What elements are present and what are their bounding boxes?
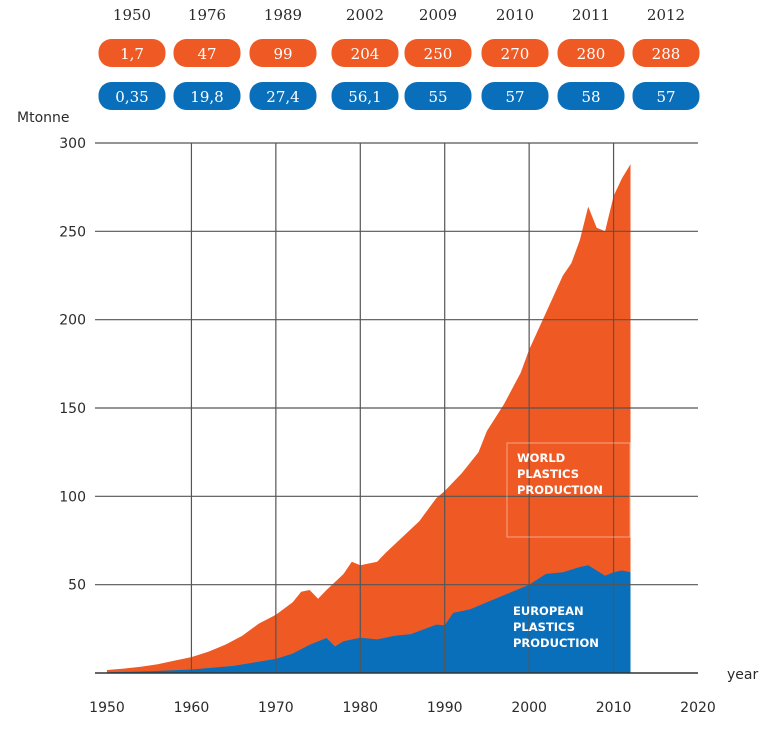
y-tick-label-150: 150 [59, 401, 86, 417]
header-year-2002: 2002 [346, 6, 384, 24]
world-value-label: 204 [351, 45, 380, 63]
y-tick-label-250: 250 [59, 224, 86, 240]
europe-value-label: 57 [656, 88, 675, 106]
europe-value-pill [249, 82, 317, 110]
x-tick-label-1990: 1990 [427, 700, 463, 716]
x-tick-label-1960: 1960 [174, 700, 210, 716]
europe-series-label-line-1: EUROPEAN [513, 604, 584, 618]
x-tick-label-1950: 1950 [89, 700, 125, 716]
header-year-1976: 1976 [188, 6, 226, 24]
header-year-2012: 2012 [647, 6, 685, 24]
europe-value-label: 27,4 [266, 88, 299, 106]
header-year-1950: 1950 [113, 6, 151, 24]
header-year-2011: 2011 [572, 6, 610, 24]
world-series-label-line-1: WORLD [517, 451, 565, 465]
europe-series-label-line-2: PLASTICS [513, 620, 575, 634]
world-series-label-line-2: PLASTICS [517, 467, 579, 481]
world-value-label: 288 [652, 45, 681, 63]
world-series-label-line-3: PRODUCTION [517, 483, 603, 497]
world-value-pill [249, 39, 317, 67]
world-value-label: 280 [577, 45, 606, 63]
europe-value-pill [404, 82, 472, 110]
world-value-label: 99 [273, 45, 292, 63]
header-year-1989: 1989 [264, 6, 302, 24]
europe-production-area [107, 565, 631, 673]
world-value-pill [557, 39, 625, 67]
y-tick-label-300: 300 [59, 136, 86, 152]
europe-value-label: 57 [505, 88, 524, 106]
world-value-pill [98, 39, 166, 67]
europe-value-pill [481, 82, 549, 110]
world-value-label: 250 [424, 45, 453, 63]
europe-value-pill [557, 82, 625, 110]
europe-value-pill [632, 82, 700, 110]
europe-value-pill [173, 82, 241, 110]
europe-value-pill [331, 82, 399, 110]
europe-series-label-line-3: PRODUCTION [513, 636, 599, 650]
europe-value-label: 56,1 [348, 88, 381, 106]
header-year-2010: 2010 [496, 6, 534, 24]
world-label-frame [506, 442, 631, 538]
europe-value-label: 55 [428, 88, 447, 106]
world-value-pill [404, 39, 472, 67]
x-tick-label-2020: 2020 [680, 700, 716, 716]
world-value-label: 47 [197, 45, 216, 63]
world-value-label: 270 [501, 45, 530, 63]
world-value-pill [632, 39, 700, 67]
y-tick-label-200: 200 [59, 313, 86, 329]
world-value-pill [331, 39, 399, 67]
europe-value-label: 58 [581, 88, 600, 106]
header-year-2009: 2009 [419, 6, 457, 24]
x-tick-label-2010: 2010 [596, 700, 632, 716]
x-tick-label-2000: 2000 [511, 700, 547, 716]
y-axis-title: Mtonne [17, 110, 70, 126]
x-tick-label-1980: 1980 [342, 700, 378, 716]
europe-value-label: 19,8 [190, 88, 223, 106]
y-tick-label-50: 50 [68, 578, 86, 594]
x-axis-title: year [727, 667, 758, 683]
europe-value-pill [98, 82, 166, 110]
world-value-pill [173, 39, 241, 67]
x-tick-label-1970: 1970 [258, 700, 294, 716]
world-value-label: 1,7 [120, 45, 144, 63]
world-value-pill [481, 39, 549, 67]
world-production-area [107, 164, 631, 673]
europe-value-label: 0,35 [115, 88, 148, 106]
y-tick-label-100: 100 [59, 489, 86, 505]
